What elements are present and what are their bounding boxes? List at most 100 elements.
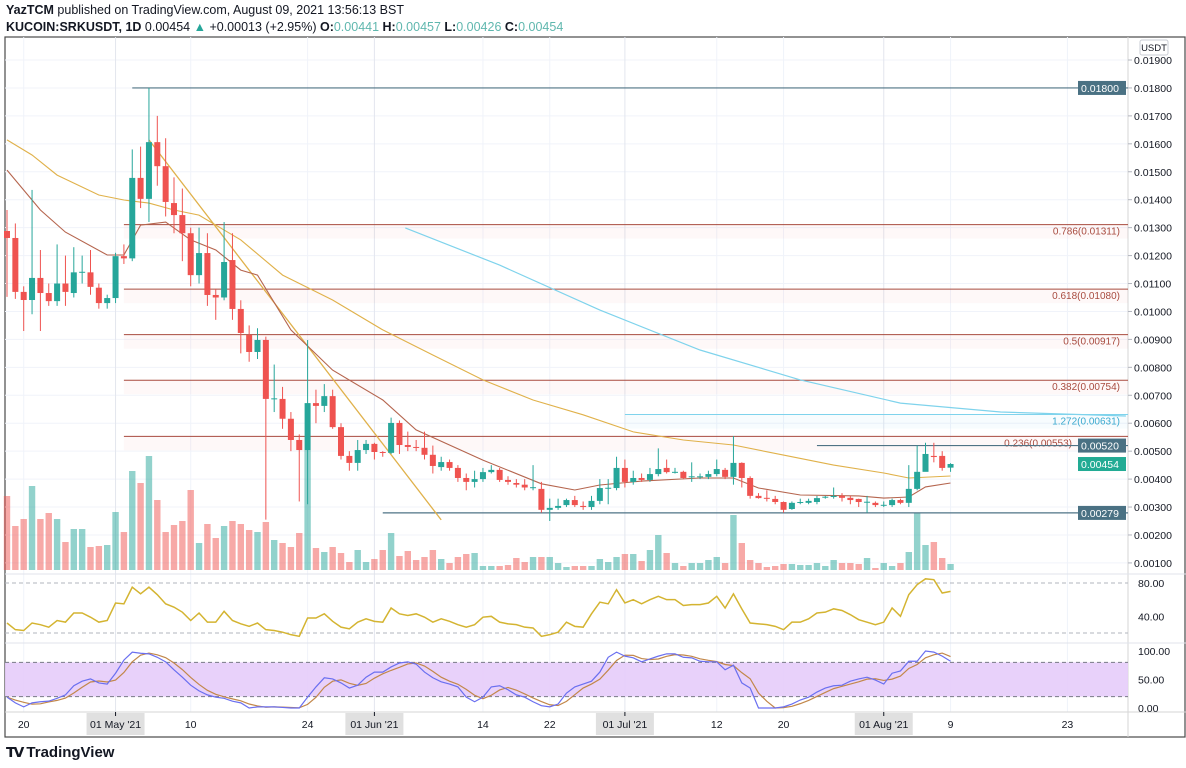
symbol-name[interactable]: KUCOIN:SRKUSDT, 1D	[6, 20, 142, 34]
candle-body	[797, 502, 804, 504]
price-tick-label: 0.01400	[1134, 195, 1172, 207]
volume-bar	[179, 521, 186, 570]
candle-body	[555, 505, 562, 508]
candle	[371, 442, 378, 460]
volume-bar	[822, 566, 829, 570]
candle-body	[120, 256, 127, 259]
brand-name: TradingView	[26, 744, 115, 761]
candle	[496, 467, 503, 482]
open-label: O:	[319, 20, 334, 34]
candle	[438, 456, 445, 471]
candle	[880, 501, 887, 508]
price-badge-label: 0.00454	[1081, 459, 1119, 471]
time-label-highlight	[86, 713, 145, 735]
candle	[20, 286, 27, 332]
candle-body	[137, 177, 144, 199]
candle	[129, 149, 136, 262]
candle-body	[229, 260, 236, 309]
price-badge	[1078, 80, 1126, 95]
price-badge-label: 0.01800	[1081, 83, 1119, 95]
volume-bar	[880, 563, 887, 570]
volume-bar	[120, 532, 128, 570]
descending-trendline[interactable]	[148, 139, 442, 521]
candle-body	[655, 469, 662, 475]
volume-bar	[713, 557, 720, 570]
candle	[580, 501, 587, 510]
fib-level-label: 0.5(0.00917)	[1063, 337, 1120, 348]
candle	[287, 412, 294, 452]
volume-bar	[905, 552, 912, 570]
candle	[354, 439, 361, 471]
candle	[104, 294, 111, 309]
candle	[730, 436, 737, 485]
volume-bar	[813, 563, 821, 570]
currency-label-box[interactable]	[1139, 39, 1169, 56]
volume-bar	[129, 471, 136, 570]
candle-body	[371, 443, 378, 452]
candle-body	[947, 464, 954, 468]
candle-body	[37, 277, 44, 294]
candle	[29, 189, 36, 315]
volume-bar	[254, 532, 261, 570]
fib-zone	[123, 224, 1128, 239]
candle	[338, 423, 344, 460]
volume-bar	[229, 521, 236, 570]
price-tick-label: 0.00400	[1134, 474, 1172, 486]
open-value: 0.00441	[333, 20, 380, 34]
candle	[513, 479, 520, 488]
candle	[663, 459, 670, 474]
candle	[12, 223, 19, 299]
candle	[621, 459, 628, 488]
candle-body	[87, 272, 94, 287]
candle	[713, 459, 720, 477]
time-label-highlight	[345, 713, 404, 735]
candle-body	[822, 496, 829, 498]
price-tick-label: 0.00300	[1134, 502, 1172, 514]
volume-bar	[262, 522, 270, 570]
candle-body	[738, 462, 745, 478]
fib-level-label: 0.382(0.00754)	[1052, 382, 1120, 393]
candle	[596, 479, 603, 505]
candle-body	[70, 272, 77, 294]
candle-body	[646, 474, 653, 480]
volume-bar	[245, 530, 253, 570]
fib-level-label: 0.236(0.00553)	[1004, 438, 1072, 449]
volume-bar	[45, 513, 52, 570]
volume-bar	[446, 563, 453, 570]
volume-bar	[53, 519, 61, 570]
candle-body	[697, 476, 704, 478]
candle	[613, 456, 620, 491]
candle-body	[429, 454, 436, 466]
volume-bar	[170, 525, 178, 570]
time-tick-label: 01 Jun '21	[350, 719, 398, 731]
candle-body	[730, 462, 737, 477]
volume-bar	[529, 557, 537, 570]
stoch-axis-label: 50.00	[1138, 675, 1164, 687]
candle-body	[705, 474, 712, 477]
price-tick-label: 0.00700	[1134, 390, 1172, 402]
candle-body	[4, 230, 10, 238]
stoch-k-line	[6, 650, 951, 709]
volume-bar	[646, 550, 654, 570]
volume-bar	[913, 513, 921, 570]
volume-bar	[613, 557, 620, 570]
candle-body	[145, 142, 152, 199]
moving-average-long	[6, 139, 951, 479]
fib-zone	[123, 289, 1128, 304]
candle-body	[262, 339, 269, 399]
candle-body	[479, 472, 486, 480]
candle-body	[454, 467, 461, 478]
candle-body	[396, 422, 403, 446]
candle-body	[104, 298, 111, 304]
price-tick-label: 0.01000	[1134, 306, 1172, 318]
candle-body	[596, 488, 603, 501]
candle-body	[421, 447, 428, 455]
volume-bar	[396, 556, 403, 570]
time-tick-label: 01 May '21	[90, 719, 141, 731]
volume-bar	[872, 568, 879, 570]
volume-bar	[70, 529, 77, 570]
candle-body	[446, 462, 453, 468]
curve-line[interactable]	[405, 227, 1126, 417]
candle	[179, 188, 186, 262]
